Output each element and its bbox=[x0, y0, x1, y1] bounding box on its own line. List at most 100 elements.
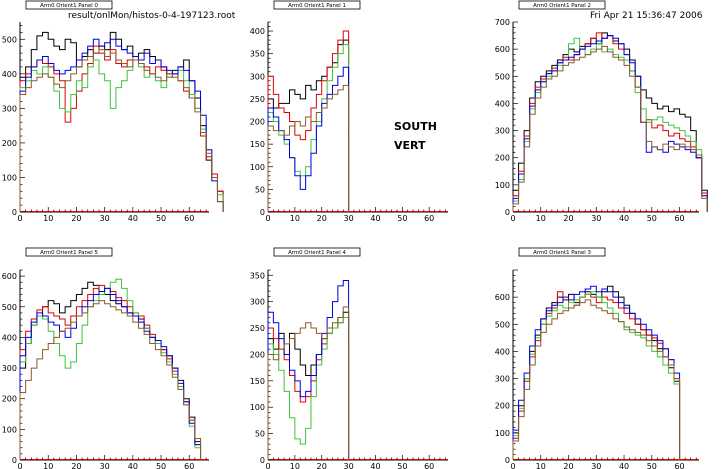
x-tick-label: 10 bbox=[43, 462, 53, 469]
x-tick-label: 10 bbox=[290, 462, 300, 469]
y-tick-label: 400 bbox=[250, 27, 265, 36]
histogram-series-green bbox=[267, 44, 350, 212]
x-tick-label: 10 bbox=[43, 214, 53, 223]
x-tick-label: 40 bbox=[619, 214, 629, 223]
y-tick-label: 200 bbox=[2, 139, 17, 148]
y-tick-label: 350 bbox=[250, 50, 265, 59]
histogram-series-red bbox=[512, 32, 708, 212]
x-tick-label: 0 bbox=[510, 462, 515, 469]
y-tick-label: 300 bbox=[250, 72, 265, 81]
x-tick-label: 60 bbox=[184, 214, 194, 223]
x-tick-label: 60 bbox=[674, 214, 684, 223]
panel-title: Arm0 Orient1 Panel 2 bbox=[533, 3, 591, 9]
x-tick-label: 40 bbox=[370, 462, 380, 469]
x-tick-label: 40 bbox=[370, 214, 380, 223]
histogram-series-green bbox=[267, 317, 350, 460]
x-tick-label: 10 bbox=[536, 214, 546, 223]
y-tick-label: 400 bbox=[2, 70, 17, 79]
x-tick-label: 30 bbox=[100, 214, 110, 223]
y-tick-label: 500 bbox=[2, 35, 17, 44]
y-tick-label: 600 bbox=[2, 272, 17, 281]
histogram-series-blue bbox=[512, 35, 708, 212]
histogram-series-green bbox=[19, 56, 224, 212]
x-tick-label: 60 bbox=[674, 462, 684, 469]
y-tick-label: 100 bbox=[2, 173, 17, 182]
vert-label: VERT bbox=[394, 139, 426, 152]
x-tick-label: 20 bbox=[563, 462, 573, 469]
histogram-series-brown bbox=[19, 49, 224, 212]
x-tick-label: 60 bbox=[424, 214, 434, 223]
x-tick-label: 20 bbox=[71, 462, 81, 469]
y-tick-label: 300 bbox=[2, 104, 17, 113]
y-tick-label: 300 bbox=[495, 127, 510, 136]
y-tick-label: 500 bbox=[495, 72, 510, 81]
y-tick-label: 200 bbox=[250, 350, 265, 359]
y-tick-label: 250 bbox=[250, 95, 265, 104]
x-tick-label: 50 bbox=[397, 462, 407, 469]
x-tick-label: 20 bbox=[317, 462, 327, 469]
x-tick-label: 0 bbox=[17, 214, 22, 223]
x-tick-label: 0 bbox=[17, 462, 22, 469]
y-tick-label: 0 bbox=[260, 456, 265, 465]
x-tick-label: 30 bbox=[591, 214, 601, 223]
y-tick-label: 200 bbox=[2, 395, 17, 404]
x-tick-label: 50 bbox=[156, 214, 166, 223]
panel-title: Arm0 Orient1 Panel 4 bbox=[288, 250, 346, 256]
panel-title: Arm0 Orient1 Panel 5 bbox=[40, 250, 98, 256]
x-tick-label: 30 bbox=[100, 462, 110, 469]
x-tick-label: 50 bbox=[397, 214, 407, 223]
histogram-series-blue bbox=[267, 280, 350, 460]
histogram-series-black bbox=[512, 32, 708, 212]
panel-title: Arm0 Orient1 Panel 3 bbox=[533, 250, 591, 256]
y-tick-label: 150 bbox=[250, 377, 265, 386]
x-tick-label: 10 bbox=[536, 462, 546, 469]
y-tick-label: 500 bbox=[495, 320, 510, 329]
x-tick-label: 20 bbox=[71, 214, 81, 223]
y-tick-label: 50 bbox=[255, 185, 265, 194]
y-tick-label: 700 bbox=[495, 18, 510, 27]
panel-title-box bbox=[518, 0, 606, 10]
x-tick-label: 30 bbox=[344, 462, 354, 469]
x-tick-label: 10 bbox=[290, 214, 300, 223]
histogram-series-black bbox=[19, 31, 224, 212]
x-tick-label: 0 bbox=[265, 214, 270, 223]
y-tick-label: 150 bbox=[250, 140, 265, 149]
histogram-series-black bbox=[267, 311, 350, 460]
y-tick-label: 600 bbox=[495, 293, 510, 302]
date-label: Fri Apr 21 15:36:47 2006 bbox=[590, 11, 703, 21]
x-tick-label: 40 bbox=[128, 462, 138, 469]
histogram-series-brown bbox=[19, 300, 202, 460]
y-tick-label: 50 bbox=[255, 430, 265, 439]
x-tick-label: 20 bbox=[317, 214, 327, 223]
panel-title-box bbox=[25, 0, 113, 10]
y-tick-label: 0 bbox=[505, 456, 510, 465]
histogram-series-blue bbox=[267, 66, 350, 212]
y-tick-label: 400 bbox=[2, 333, 17, 342]
histogram-series-green bbox=[512, 37, 708, 212]
y-tick-label: 0 bbox=[505, 208, 510, 217]
histogram-series-red bbox=[512, 291, 681, 460]
histogram-series-green bbox=[512, 291, 681, 460]
x-tick-label: 0 bbox=[265, 462, 270, 469]
histogram-series-red bbox=[19, 284, 202, 460]
y-tick-label: 200 bbox=[250, 118, 265, 127]
histogram-series-brown bbox=[267, 84, 350, 212]
y-tick-label: 400 bbox=[495, 347, 510, 356]
panel-title: Arm0 Orient1 Panel 0 bbox=[40, 3, 98, 9]
y-tick-label: 600 bbox=[495, 45, 510, 54]
y-tick-label: 200 bbox=[495, 402, 510, 411]
x-tick-label: 40 bbox=[128, 214, 138, 223]
x-tick-label: 60 bbox=[184, 462, 194, 469]
x-tick-label: 30 bbox=[591, 462, 601, 469]
y-tick-label: 0 bbox=[12, 208, 17, 217]
histogram-series-blue bbox=[512, 285, 681, 460]
histogram-series-brown bbox=[512, 45, 708, 212]
y-tick-label: 200 bbox=[495, 154, 510, 163]
y-tick-label: 300 bbox=[250, 298, 265, 307]
panel-title-box bbox=[273, 0, 361, 10]
histogram-series-brown bbox=[267, 306, 350, 460]
y-tick-label: 100 bbox=[250, 163, 265, 172]
x-tick-label: 50 bbox=[647, 214, 657, 223]
y-tick-label: 100 bbox=[495, 429, 510, 438]
